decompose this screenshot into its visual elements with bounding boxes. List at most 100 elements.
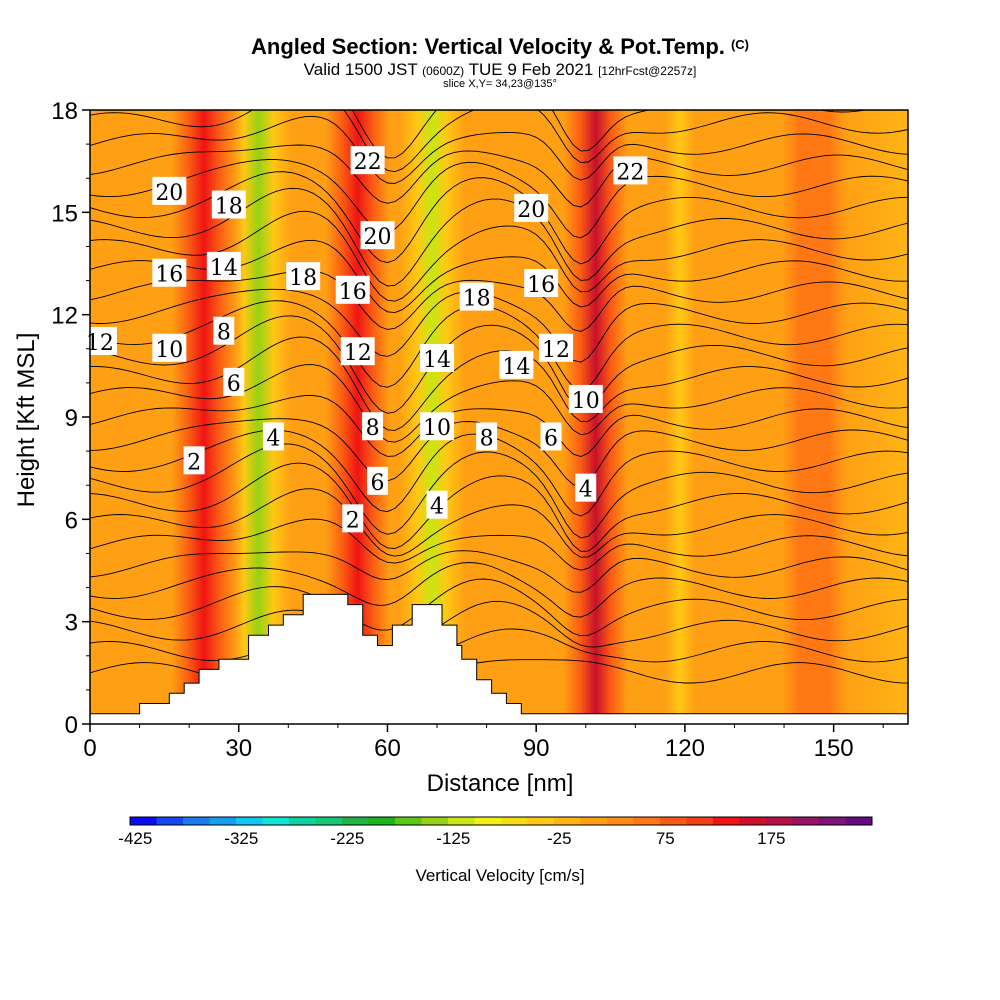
colorbar-swatch bbox=[527, 817, 555, 825]
x-tick-label: 120 bbox=[665, 735, 705, 762]
y-axis-title: Height [Kft MSL] bbox=[13, 333, 40, 508]
valid-date: TUE 9 Feb 2021 bbox=[468, 60, 594, 79]
title-text: Angled Section: Vertical Velocity & Pot.… bbox=[251, 34, 725, 59]
plot-area bbox=[90, 110, 908, 724]
isentrope-line bbox=[90, 187, 908, 287]
contour-label: 16 bbox=[152, 258, 187, 288]
contour-label-text: 14 bbox=[210, 256, 238, 281]
contour-label-text: 20 bbox=[155, 181, 183, 206]
colorbar-tick-label: 175 bbox=[757, 829, 785, 848]
y-tick-label: 0 bbox=[65, 712, 78, 739]
y-axis-ticks: 0 3 6 9 12 15 18 bbox=[51, 98, 90, 739]
isentrope-line bbox=[90, 443, 908, 539]
contour-label-text: 6 bbox=[227, 372, 241, 397]
colorbar-swatch bbox=[739, 817, 767, 825]
contour-label: 12 bbox=[539, 333, 574, 363]
colorbar-tick-label: -25 bbox=[547, 829, 572, 848]
slice-info: slice X,Y= 34,23@135° bbox=[443, 78, 557, 90]
contour-label-text: 4 bbox=[430, 495, 444, 520]
contour-label: 22 bbox=[613, 156, 648, 185]
valid-prefix: Valid 1500 JST bbox=[303, 60, 418, 79]
contour-label-text: 12 bbox=[344, 341, 372, 366]
isentrope-line bbox=[90, 210, 908, 302]
contour-label: 16 bbox=[335, 275, 370, 305]
colorbar-swatch bbox=[262, 817, 290, 825]
contour-label: 12 bbox=[82, 326, 117, 356]
x-tick-label: 30 bbox=[225, 735, 252, 762]
colorbar-swatch bbox=[368, 817, 396, 825]
contour-label: 14 bbox=[499, 350, 534, 380]
colorbar-swatch bbox=[845, 817, 873, 825]
contour-label-text: 20 bbox=[517, 198, 545, 223]
contour-label: 16 bbox=[524, 268, 559, 298]
contour-label-box bbox=[420, 344, 455, 373]
title-unit: (C) bbox=[730, 37, 749, 52]
contour-label-box bbox=[539, 333, 574, 362]
contour-label-text: 14 bbox=[423, 348, 451, 373]
colorbar-swatch bbox=[633, 817, 661, 825]
contour-label-text: 14 bbox=[502, 355, 530, 380]
contour-label-text: 8 bbox=[480, 426, 494, 451]
colorbar-swatch bbox=[792, 817, 820, 825]
contour-label-box bbox=[152, 176, 187, 205]
contour-label-box bbox=[575, 473, 597, 502]
colorbar-swatch bbox=[421, 817, 449, 825]
contour-label: 4 bbox=[262, 422, 284, 451]
colorbar-swatch bbox=[766, 817, 793, 825]
terrain bbox=[90, 593, 908, 724]
contour-label-text: 16 bbox=[155, 263, 183, 288]
contour-label-text: 22 bbox=[616, 160, 644, 185]
colorbar-swatch bbox=[474, 817, 502, 825]
isentrope-line bbox=[90, 288, 908, 363]
contour-label-box bbox=[206, 251, 241, 280]
contour-label-box bbox=[183, 446, 205, 475]
colorbar-swatch bbox=[315, 817, 343, 825]
contour-label-text: 18 bbox=[463, 287, 491, 312]
x-tick-label: 90 bbox=[523, 735, 550, 762]
contour-label-box bbox=[476, 422, 498, 451]
contour-label-box bbox=[152, 333, 187, 362]
y-tick-label: 6 bbox=[65, 507, 78, 534]
isentrope-line bbox=[90, 600, 908, 649]
contour-label: 2 bbox=[183, 446, 205, 475]
x-axis-ticks: 0 30 60 90 120 150 bbox=[83, 724, 884, 762]
contour-label: 8 bbox=[362, 412, 384, 441]
contour-label-text: 2 bbox=[187, 450, 201, 475]
contour-label: 6 bbox=[223, 367, 245, 397]
contour-label: 8 bbox=[213, 316, 235, 346]
isentrope-line bbox=[90, 159, 908, 239]
isentrope-line bbox=[90, 171, 908, 265]
contour-label-box bbox=[335, 275, 370, 304]
contour-label-text: 12 bbox=[542, 338, 570, 363]
contour-label-box bbox=[286, 262, 321, 291]
contour-label-box bbox=[524, 268, 559, 297]
contour-label-text: 18 bbox=[289, 266, 317, 291]
colorbar-swatch bbox=[660, 817, 687, 825]
colorbar-swatch bbox=[183, 817, 210, 825]
contour-label-box bbox=[514, 193, 549, 222]
contour-label: 10 bbox=[420, 412, 455, 441]
contour-label-box bbox=[350, 146, 385, 175]
colorbar-frame bbox=[129, 816, 873, 826]
colorbar-title: Vertical Velocity [cm/s] bbox=[415, 866, 584, 885]
contour-label-box bbox=[340, 337, 375, 366]
contour-label-text: 8 bbox=[366, 416, 380, 441]
isentrope-line bbox=[90, 562, 908, 618]
contour-label-box bbox=[540, 422, 562, 451]
contour-label-box bbox=[426, 490, 448, 519]
colorbar-swatch bbox=[209, 817, 237, 825]
isentrope-line bbox=[90, 429, 908, 517]
isentrope-line bbox=[90, 418, 908, 487]
contour-label: 14 bbox=[206, 251, 241, 281]
contour-label-box bbox=[459, 282, 494, 311]
contour-label-text: 16 bbox=[527, 273, 555, 298]
contour-label: 6 bbox=[540, 422, 562, 451]
forecast-info: [12hrFcst@2257z] bbox=[598, 64, 697, 78]
contour-label-box bbox=[613, 156, 648, 185]
y-tick-label: 9 bbox=[65, 405, 78, 432]
contour-label-box bbox=[211, 190, 246, 219]
colorbar-swatch bbox=[395, 817, 422, 825]
contour-label-text: 18 bbox=[215, 195, 243, 220]
contour-label-text: 8 bbox=[217, 321, 231, 346]
